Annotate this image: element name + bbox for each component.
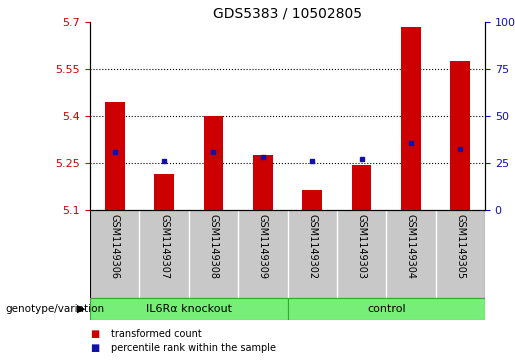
Text: GSM1149303: GSM1149303: [356, 215, 367, 280]
Text: IL6Rα knockout: IL6Rα knockout: [146, 304, 232, 314]
Text: ■: ■: [90, 329, 99, 339]
Text: GSM1149307: GSM1149307: [159, 215, 169, 280]
Text: transformed count: transformed count: [111, 329, 201, 339]
Bar: [90, 298, 287, 319]
Bar: [105, 102, 125, 210]
Bar: [352, 164, 371, 210]
Text: ▶: ▶: [77, 304, 85, 314]
Text: GSM1149309: GSM1149309: [258, 215, 268, 280]
Bar: [401, 27, 421, 210]
Bar: [253, 155, 272, 210]
Bar: [302, 189, 322, 210]
Bar: [287, 298, 485, 319]
Text: GSM1149308: GSM1149308: [209, 215, 218, 280]
Bar: [154, 174, 174, 210]
Bar: [203, 116, 224, 210]
Text: percentile rank within the sample: percentile rank within the sample: [111, 343, 276, 353]
Text: ■: ■: [90, 343, 99, 353]
Text: genotype/variation: genotype/variation: [5, 304, 104, 314]
Text: GSM1149302: GSM1149302: [307, 215, 317, 280]
Text: control: control: [367, 304, 406, 314]
Text: GSM1149305: GSM1149305: [455, 215, 466, 280]
Title: GDS5383 / 10502805: GDS5383 / 10502805: [213, 7, 362, 21]
Text: GSM1149304: GSM1149304: [406, 215, 416, 280]
Text: GSM1149306: GSM1149306: [110, 215, 119, 280]
Bar: [451, 61, 470, 210]
